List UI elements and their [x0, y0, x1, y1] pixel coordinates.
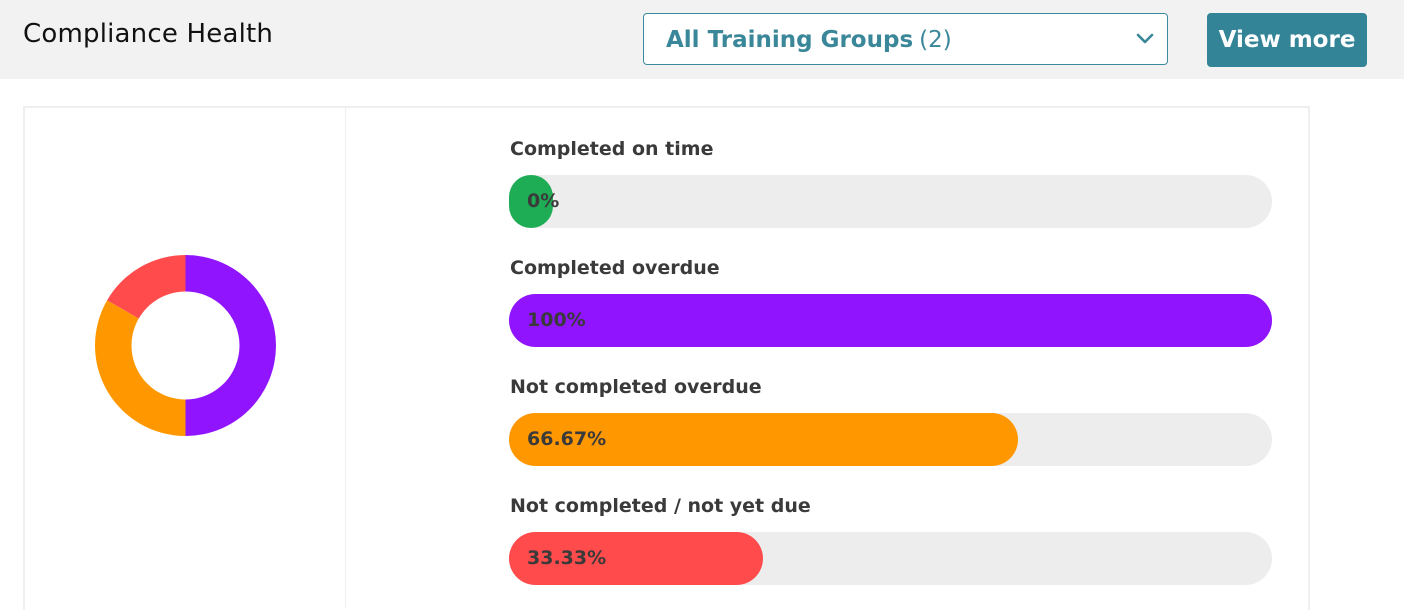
- metric-label-not-completed-overdue: Not completed overdue: [510, 376, 762, 398]
- metric-label-completed-on-time: Completed on time: [510, 138, 714, 160]
- progress-fill-not-completed-overdue: [509, 413, 1018, 466]
- training-group-select-label: All Training Groups (2): [666, 27, 952, 53]
- progress-track-completed-on-time: 0%: [509, 175, 1272, 228]
- compliance-donut-chart: [95, 255, 276, 436]
- view-more-button[interactable]: View more: [1207, 13, 1367, 67]
- progress-value-not-completed-overdue: 66.67%: [527, 428, 607, 450]
- training-group-select[interactable]: All Training Groups (2): [643, 13, 1168, 65]
- donut-slice-not-yet-due: [107, 255, 186, 319]
- donut-slice-completed-overdue: [185, 255, 276, 436]
- chevron-down-icon: [1136, 33, 1154, 44]
- card-divider: [345, 108, 346, 608]
- metric-label-not-yet-due: Not completed / not yet due: [510, 495, 811, 517]
- metric-label-completed-overdue: Completed overdue: [510, 257, 720, 279]
- progress-fill-completed-on-time: [509, 175, 553, 228]
- progress-fill-completed-overdue: [509, 294, 1272, 347]
- header-bar: Compliance Health All Training Groups (2)…: [0, 0, 1404, 79]
- progress-value-completed-overdue: 100%: [527, 309, 586, 331]
- progress-value-not-yet-due: 33.33%: [527, 547, 607, 569]
- progress-fill-not-yet-due: [509, 532, 764, 585]
- donut-slice-not-completed-overdue: [95, 300, 186, 436]
- progress-value-completed-on-time: 0%: [527, 190, 560, 212]
- page-title: Compliance Health: [23, 19, 274, 49]
- progress-track-completed-overdue: 100%: [509, 294, 1272, 347]
- progress-track-not-completed-overdue: 66.67%: [509, 413, 1272, 466]
- training-group-count: (2): [919, 27, 952, 53]
- progress-track-not-yet-due: 33.33%: [509, 532, 1272, 585]
